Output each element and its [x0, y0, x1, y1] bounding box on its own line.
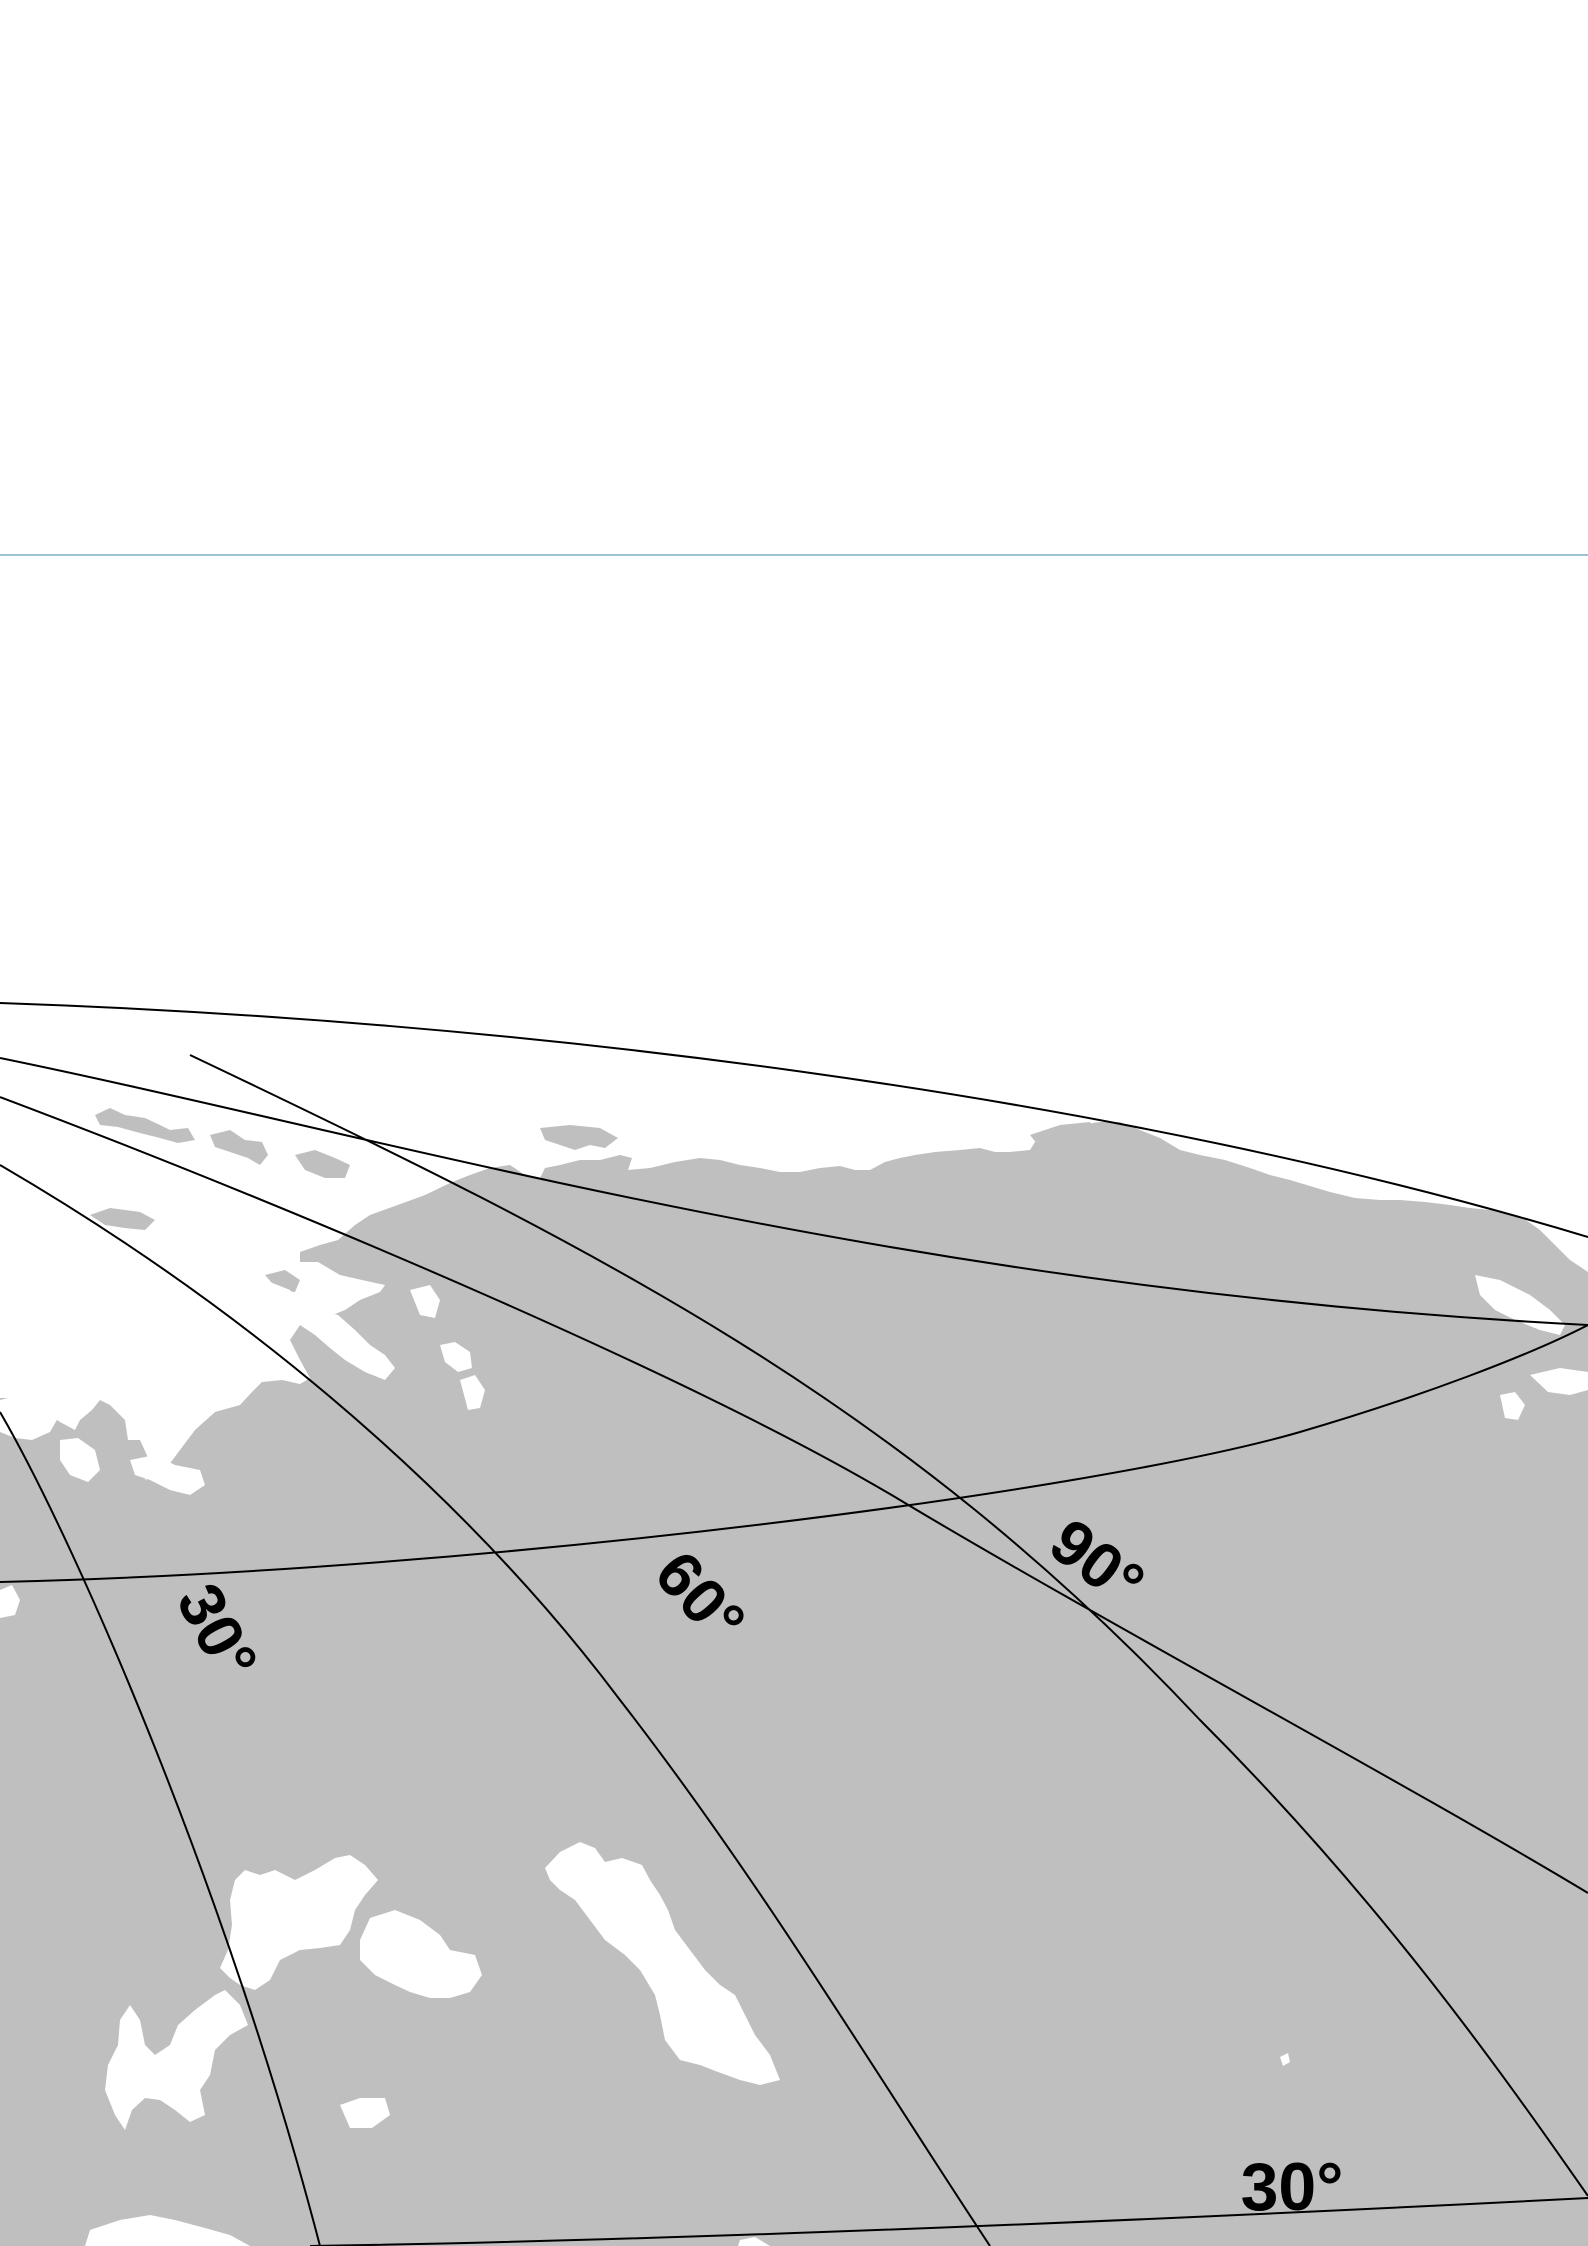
arctic-island-10 — [265, 1270, 300, 1292]
kara-coast-water — [1475, 1275, 1565, 1335]
parallel-middle — [0, 1324, 1588, 1583]
meridian-30 — [0, 1411, 321, 2246]
arctic-island-5 — [650, 1170, 712, 1192]
parallel-top — [0, 1002, 1588, 1238]
west-sea-5 — [130, 1455, 205, 1495]
arctic-island-7 — [735, 1168, 815, 1198]
meridian-a — [0, 1096, 1588, 1894]
landmass — [0, 1108, 1588, 2246]
arctic-island-9 — [90, 1208, 155, 1230]
arctic-island-3 — [295, 1150, 350, 1178]
eurasia-land — [0, 1122, 1588, 2246]
inlet-2 — [440, 1342, 472, 1372]
arctic-island-4 — [540, 1125, 618, 1150]
graticule — [0, 1002, 1588, 2246]
south-fragment — [738, 2237, 770, 2246]
parallel-label-30: 30° — [1241, 2149, 1344, 2225]
east-gulf — [1530, 1368, 1588, 1395]
baltic-arm — [220, 1855, 378, 1990]
white-sea — [255, 1282, 395, 1380]
arctic-island-8 — [1030, 1122, 1095, 1145]
east-bay — [1500, 1392, 1525, 1420]
north-coast-water — [0, 1365, 130, 1430]
parallel-arc — [0, 1057, 1588, 1326]
ladoga-lake — [545, 1842, 780, 2085]
arctic-island-1 — [95, 1108, 195, 1143]
onega-lake — [360, 1910, 482, 1998]
arctic-island-6 — [610, 1190, 700, 1210]
west-sea-1 — [85, 1240, 125, 1335]
meridian-90 — [189, 1054, 1588, 2197]
west-sea-4 — [0, 1585, 20, 1618]
west-sea-3 — [60, 1438, 100, 1482]
arctic-island-2 — [210, 1130, 268, 1165]
east-fragment — [1280, 2053, 1290, 2066]
gulf-of-bothnia — [85, 2215, 250, 2246]
parallel-bottom — [309, 2197, 1588, 2246]
west-sea-2 — [0, 1395, 58, 1440]
baltic-sea — [105, 1990, 248, 2130]
gulf-fragment — [340, 2098, 390, 2128]
meridian-60 — [0, 1164, 991, 2246]
inlet-3 — [460, 1375, 485, 1410]
inlet-1 — [410, 1285, 440, 1318]
